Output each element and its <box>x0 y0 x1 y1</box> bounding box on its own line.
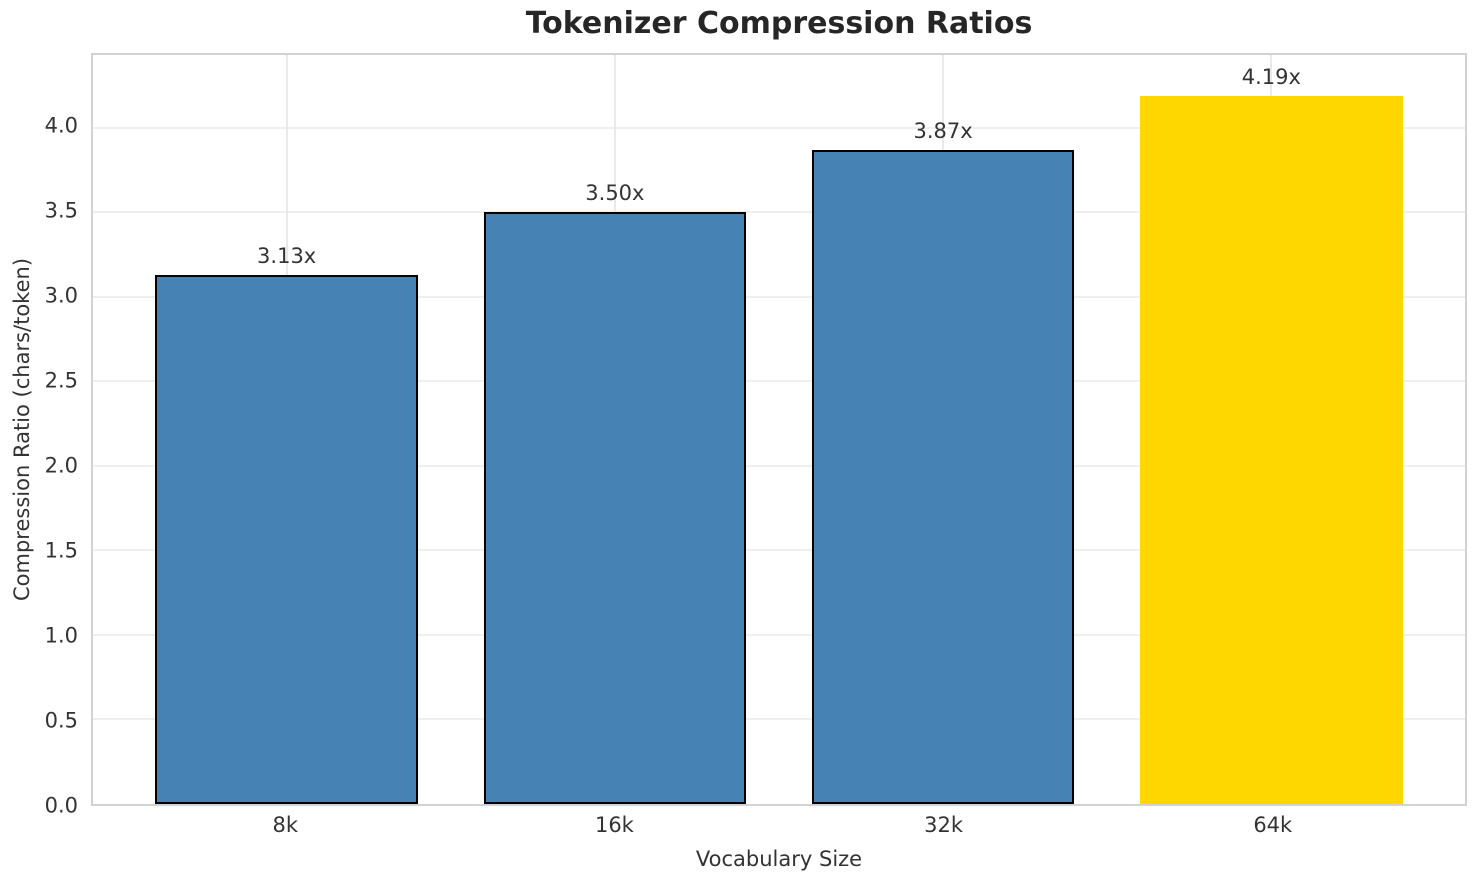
bar-value-label-16k: 3.50x <box>585 181 645 206</box>
xtick-label-64k: 64k <box>1253 813 1293 837</box>
xtick-label-8k: 8k <box>272 813 298 837</box>
gridline-horizontal <box>93 464 1465 467</box>
gridline-horizontal <box>93 126 1465 129</box>
chart-title: Tokenizer Compression Ratios <box>525 6 1033 41</box>
ytick-label: 2.5 <box>44 368 78 393</box>
ytick-label: 1.5 <box>44 538 78 563</box>
ytick-label: 2.0 <box>44 453 78 478</box>
ytick-label: 4.0 <box>44 113 78 138</box>
xtick-label-32k: 32k <box>924 813 964 837</box>
bar-16k <box>483 212 747 804</box>
gridline-horizontal <box>93 633 1465 636</box>
ytick-label: 0.0 <box>44 793 78 818</box>
bar-32k <box>811 149 1075 804</box>
gridline-horizontal <box>93 549 1465 552</box>
y-axis-ticks: 0.0 0.5 1.0 1.5 2.0 2.5 3.0 3.5 4.0 <box>0 53 78 816</box>
bar-value-label-8k: 3.13x <box>257 243 317 268</box>
ytick-label: 3.5 <box>44 198 78 223</box>
gridline-horizontal <box>93 211 1465 214</box>
gridline-horizontal <box>93 718 1465 721</box>
xtick-label-16k: 16k <box>594 813 634 837</box>
bar-value-label-32k: 3.87x <box>913 118 973 143</box>
x-axis-label: Vocabulary Size <box>695 847 863 871</box>
gridline-horizontal <box>93 295 1465 298</box>
plot-area: 3.13x 3.50x 3.87x 4.19x <box>91 53 1467 806</box>
ytick-label: 3.0 <box>44 283 78 308</box>
ytick-label: 1.0 <box>44 623 78 648</box>
bar-64k <box>1140 95 1403 804</box>
bar-value-label-64k: 4.19x <box>1241 64 1301 89</box>
gridline-horizontal <box>93 380 1465 383</box>
ytick-label: 0.5 <box>44 708 78 733</box>
x-axis-ticks: 8k 16k 32k 64k <box>91 815 1467 845</box>
bar-8k <box>155 274 418 804</box>
